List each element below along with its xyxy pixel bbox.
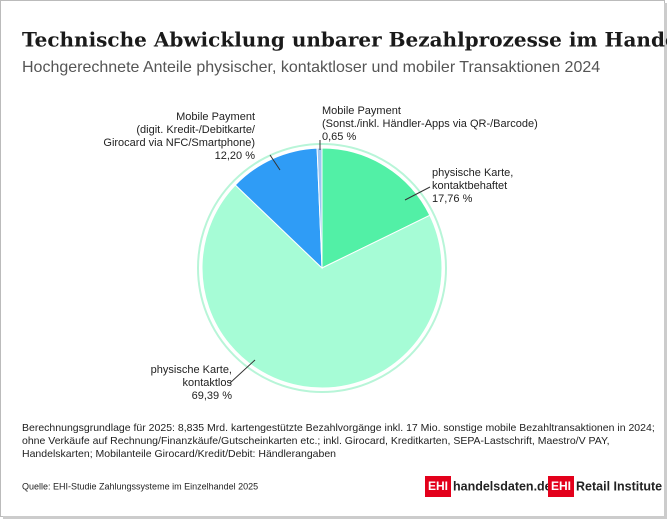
slice-label: physische Karte, kontaktlos (151, 364, 233, 389)
chart-subtitle: Hochgerechnete Anteile physischer, konta… (22, 59, 600, 76)
value-label: 17,76 % (432, 193, 473, 205)
shadow (3, 516, 667, 519)
leader-line (229, 359, 256, 384)
slice-label: Mobile Payment (Sonst./inkl. Händler-Apps… (322, 105, 538, 130)
slice-label: physische Karte, kontaktbehaftet (432, 167, 513, 192)
footnote: Handelskarten; Mobilanteile Girocard/Kre… (22, 448, 336, 460)
value-label: 69,39 % (192, 390, 233, 402)
pie-ring (197, 143, 447, 393)
logo-text: Retail Institute (576, 479, 662, 493)
logo-ehi: EHI (551, 479, 571, 493)
logo-text: handelsdaten.de (453, 479, 552, 493)
leader-line (404, 186, 431, 201)
slice-label: Mobile Payment (digit. Kredit-/Debitkarte… (103, 111, 256, 149)
pie-slice (201, 184, 443, 389)
logo-ehi: EHI (428, 479, 448, 493)
pie-slice (321, 147, 431, 269)
value-label: 12,20 % (215, 150, 256, 162)
footnote: Berechnungsgrundlage für 2025: 8,835 Mrd… (22, 422, 655, 434)
shadow (664, 3, 667, 519)
logo-box (548, 476, 574, 497)
chart-title: Technische Abwicklung unbarer Bezahlproz… (22, 28, 667, 52)
footnote: ohne Verkäufe auf Rechnung/Finanzkäufe/G… (22, 435, 610, 447)
value-label: 0,65 % (322, 131, 356, 143)
logo-box (425, 476, 451, 497)
leader-line (269, 154, 281, 171)
source: Quelle: EHI-Studie Zahlungssysteme im Ei… (22, 481, 258, 491)
